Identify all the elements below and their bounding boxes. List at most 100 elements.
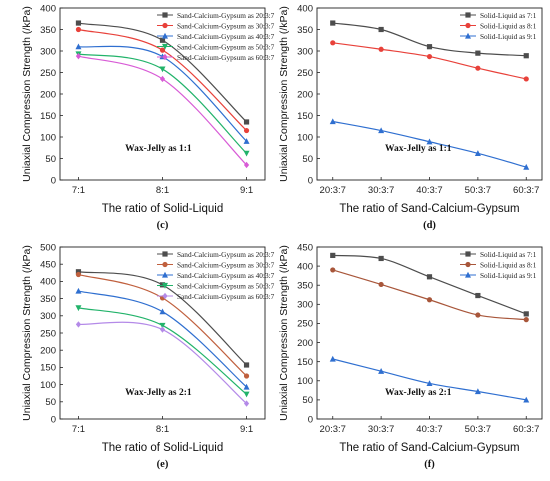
y-tick-label: 350 (297, 25, 313, 36)
series-1 (75, 269, 250, 368)
legend-marker (162, 251, 168, 257)
chart-panel-3: 0 50 100 150 200 250 300 350 400 450 500 7:1 8:1 9:1 T… (21, 242, 275, 470)
series-2 (330, 267, 529, 323)
y-tick-label: 400 (40, 277, 56, 288)
x-tick-label: 7:1 (72, 424, 85, 435)
y-tick-label: 350 (40, 25, 56, 36)
x-tick-label: 60:3:7 (513, 185, 539, 196)
legend-label: Solid-Liquid as 9:1 (480, 271, 537, 280)
data-point (75, 271, 82, 278)
chart-panel-2: 0 50 100 150 200 250 300 350 400 20:3:7 30:3:7 40:3… (278, 3, 543, 231)
legend-label: Sand-Calcium-Gypsum as 30:3:7 (177, 21, 275, 30)
y-tick-label: 0 (308, 175, 313, 186)
y-tick-label: 50 (302, 154, 313, 165)
legend-label: Sand-Calcium-Gypsum as 40:3:7 (177, 271, 275, 280)
x-tick-label: 7:1 (72, 185, 85, 196)
series-line (78, 290, 247, 388)
x-tick-label: 50:3:7 (465, 424, 491, 435)
series-2 (75, 271, 250, 379)
data-point (243, 373, 250, 379)
data-point (75, 269, 82, 275)
panel-annotation: Wax-Jelly as 2:1 (125, 388, 192, 398)
legend-label: Solid-Liquid as 7:1 (480, 250, 537, 259)
y-tick-label: 200 (40, 89, 56, 100)
y-tick-label: 50 (302, 395, 313, 406)
y-axis-title: Uniaxial Compression Strength (/kPa) (278, 6, 290, 182)
data-point (523, 53, 529, 59)
y-tick-label: 300 (297, 300, 313, 311)
legend-label: Solid-Liquid as 7:1 (480, 11, 537, 20)
data-point (523, 76, 529, 82)
data-point (159, 47, 166, 53)
legend-label: Sand-Calcium-Gypsum as 50:3:7 (177, 42, 275, 51)
legend-marker (162, 282, 168, 289)
data-point (378, 127, 385, 134)
chart-panel-1: 0 50 100 150 200 250 300 350 400 7:1 8:1 9:1 The rat… (21, 3, 275, 231)
data-point (159, 37, 166, 43)
legend-label: Sand-Calcium-Gypsum as 20:3:7 (177, 11, 275, 20)
x-tick-label: 60:3:7 (513, 424, 539, 435)
data-point (378, 46, 384, 52)
legend-label: Sand-Calcium-Gypsum as 40:3:7 (177, 32, 275, 41)
data-point (330, 267, 336, 273)
x-axis-title: The ratio of Sand-Calcium-Gypsum (339, 442, 519, 454)
data-point (378, 255, 384, 262)
data-point (75, 43, 82, 50)
x-tick-label: 9:1 (240, 424, 253, 435)
y-tick-label: 100 (297, 132, 313, 143)
panel-label: (d) (423, 220, 436, 231)
x-tick-label: 8:1 (156, 424, 169, 435)
x-axis-title: The ratio of Solid-Liquid (102, 203, 223, 215)
y-tick-label: 250 (40, 328, 56, 339)
panel-annotation: Wax-Jelly as 1:1 (385, 144, 452, 154)
legend-marker (162, 32, 168, 39)
x-axis-title: The ratio of Sand-Calcium-Gypsum (339, 203, 519, 215)
data-point (159, 322, 166, 329)
y-axis-title: Uniaxial Compression Strength (/kPa) (21, 6, 33, 182)
legend-marker (465, 12, 471, 18)
legend-marker (465, 261, 471, 268)
series-4 (75, 51, 250, 157)
data-point (243, 119, 250, 125)
y-tick-label: 400 (297, 3, 313, 14)
data-point (329, 118, 336, 125)
legend-label: Solid-Liquid as 8:1 (480, 260, 537, 269)
y-tick-label: 450 (297, 242, 313, 253)
legend: Sand-Calcium-Gypsum as 20:3:7Sand-Calciu… (157, 11, 275, 62)
y-tick-label: 150 (297, 357, 313, 368)
x-tick-label: 9:1 (240, 185, 253, 196)
y-tick-label: 350 (40, 294, 56, 305)
legend-label: Sand-Calcium-Gypsum as 50:3:7 (177, 281, 275, 290)
data-point (329, 355, 336, 362)
data-point (75, 20, 82, 26)
legend-marker (465, 32, 471, 39)
data-point (75, 305, 82, 312)
data-point (426, 380, 433, 387)
panel-annotation: Wax-Jelly as 2:1 (385, 388, 452, 398)
x-tick-label: 30:3:7 (368, 424, 394, 435)
legend-marker (162, 53, 168, 61)
data-point (75, 287, 82, 294)
y-tick-label: 200 (297, 338, 313, 349)
series-4 (75, 305, 250, 398)
y-tick-label: 50 (45, 397, 56, 408)
legend-marker (465, 271, 471, 278)
panel-label: (f) (424, 459, 435, 470)
chart-panel-4: 0 50 100 150 200 250 300 350 400 450 20:3:7 30:3:7 4… (278, 242, 543, 470)
y-tick-label: 150 (40, 363, 56, 374)
data-point (75, 26, 82, 33)
y-tick-label: 250 (40, 68, 56, 79)
series-1 (330, 20, 529, 59)
legend-marker (162, 292, 168, 300)
series-5 (75, 321, 250, 407)
data-point (475, 292, 481, 299)
data-point (523, 311, 529, 317)
y-tick-label: 400 (297, 261, 313, 272)
data-point (523, 396, 530, 403)
y-axis-title: Uniaxial Compression Strength (/kPa) (278, 245, 290, 421)
data-point (159, 308, 166, 315)
panel-label: (c) (157, 220, 169, 231)
y-tick-label: 100 (297, 376, 313, 387)
data-point (475, 65, 481, 71)
